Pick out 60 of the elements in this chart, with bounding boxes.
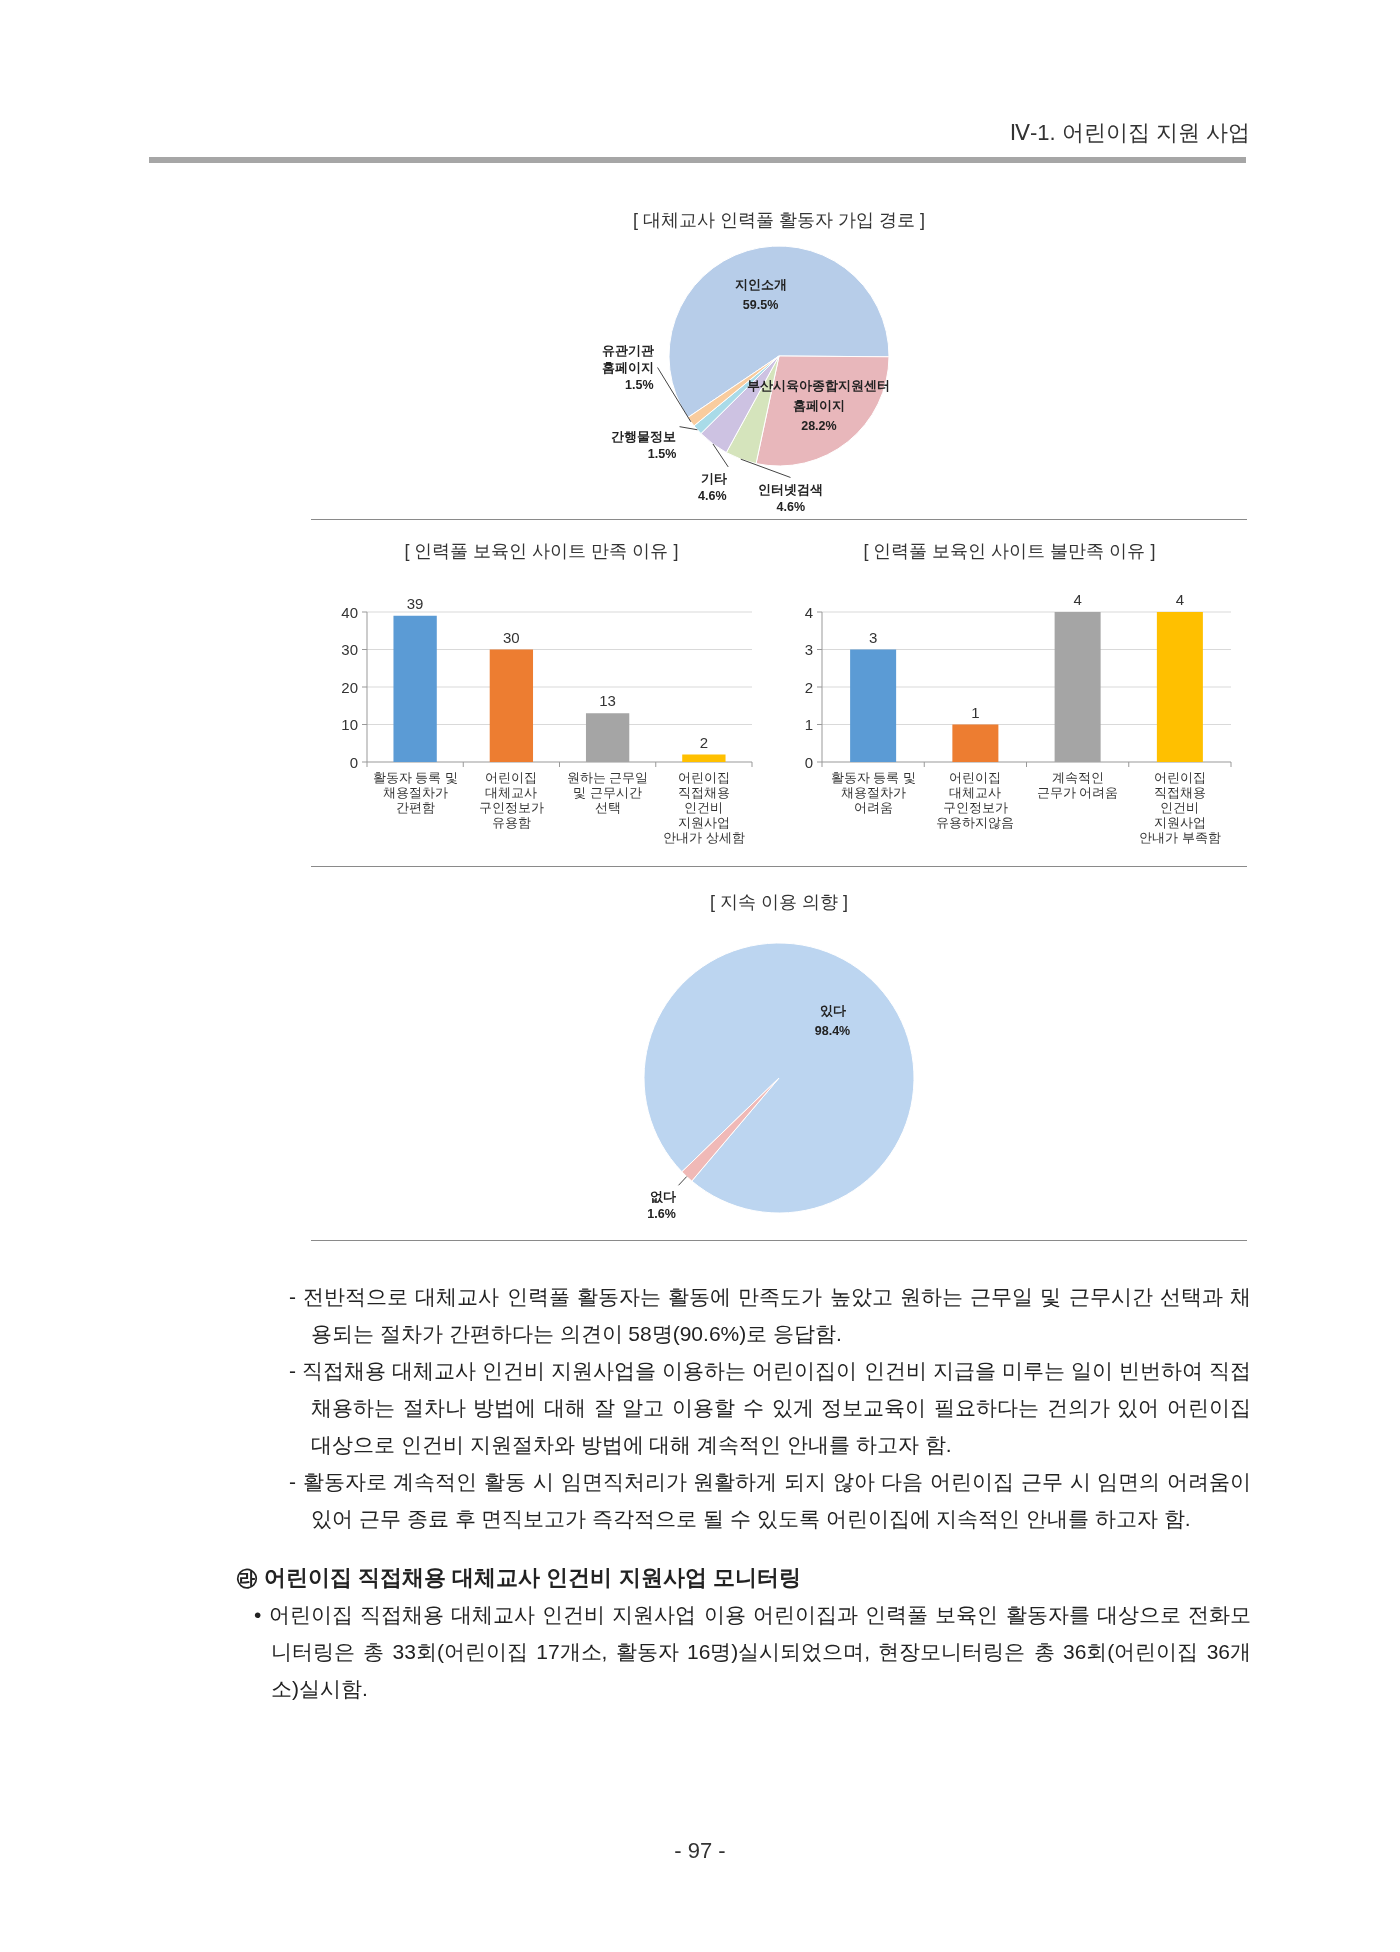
data-label: 98.4% — [814, 1023, 851, 1038]
text: - 활동자로 계속적인 활동 시 임면직처리가 원활하게 되지 않아 다음 어린이집 근무 시 임면의 어려움이 있어 근무 종료 후 면직보고가 즉각적으로 될 수 있도록 어린이집에 지속적인 안내를 하고자 함. — [288, 1469, 1251, 1532]
slice-label: 부산시육아종합지원센터 홈페이지 — [747, 378, 891, 413]
x-tick-label: 어린이집 직접채용 인건비 지원사업 안내가 부족함 — [1139, 771, 1221, 845]
slice-label: 인터넷검색 — [758, 482, 824, 497]
x-tick-label: 활동자 등록 및 채용절차가 간편함 — [372, 771, 458, 815]
data-label: 2 — [699, 733, 709, 751]
data-label: 39 — [406, 594, 424, 612]
data-label: 4.6% — [776, 499, 806, 514]
data-label: 3 — [868, 628, 878, 646]
bar — [850, 649, 897, 762]
text: Ⅳ-1. 어린이집 지원 사업 — [1008, 119, 1250, 147]
data-label: 4.6% — [698, 489, 727, 504]
slice-label: 기타 — [700, 472, 727, 487]
data-label: 28.2% — [801, 418, 837, 433]
y-tick-label: 1 — [804, 716, 813, 733]
chart-title: [ 대체교사 인력풀 활동자 가입 경로 ] — [632, 210, 926, 230]
x-tick-label: 원하는 근무일 및 근무시간 선택 — [566, 771, 649, 815]
text: ㉱ 어린이집 직접채용 대체교사 인건비 지원사업 모니터링 — [236, 1564, 802, 1592]
data-label: 30 — [503, 628, 520, 646]
x-tick-label: 어린이집 대체교사 구인정보가 유용하지않음 — [936, 771, 1015, 830]
y-tick-label: 4 — [804, 603, 813, 621]
bar — [682, 754, 726, 762]
y-tick-label: 30 — [341, 641, 358, 658]
text: - 직접채용 대체교사 인건비 지원사업을 이용하는 어린이집이 인건비 지급을 미루는 일이 빈번하여 직접채용하는 절차나 방법에 대해 잘 알고 이용할 수 있게 정보교육이 필요하다는 건의가 있어 어린이집 대상으로 인건비 지원절차와 방법에 대해 계속적인 안내를 하고자 함. — [288, 1358, 1251, 1458]
bar — [952, 724, 999, 762]
y-tick-label: 0 — [804, 753, 813, 771]
y-tick-label: 2 — [804, 678, 813, 696]
slice-label: 유관기관 홈페이지 — [601, 344, 654, 376]
data-label: 1.5% — [647, 447, 677, 462]
slice-label: 간행물정보 — [611, 430, 677, 445]
chart-title: [ 인력풀 보육인 사이트 불만족 이유 ] — [863, 541, 1156, 561]
text: • 어린이집 직접채용 대체교사 인건비 지원사업 이용 어린이집과 인력풀 보육인 활동자를 대상으로 전화모니터링은 총 33회(어린이집 17개소, 활동자 16명)실시되었으며, 현장모니터링은 총 36회(어린이집 36개소)실시함. — [253, 1602, 1251, 1702]
y-tick-label: 10 — [341, 716, 358, 733]
text: - 전반적으로 대체교사 인력풀 활동자는 활동에 만족도가 높았고 원하는 근무일 및 근무시간 선택과 채용되는 절차가 간편하다는 의견이 58명(90.6%)로 응답함. — [288, 1284, 1251, 1347]
chart-title: [ 지속 이용 의향 ] — [709, 892, 849, 912]
pie-slice — [681, 1077, 780, 1182]
data-label: 1.6% — [647, 1206, 676, 1221]
slice-label: 있다 — [819, 1003, 846, 1018]
text: - 97 - — [673, 1838, 727, 1864]
data-label: 1.5% — [625, 378, 654, 393]
data-label: 1 — [971, 703, 980, 721]
slice-label: 없다 — [649, 1189, 676, 1204]
x-tick-label: 계속적인 근무가 어려움 — [1036, 771, 1119, 800]
y-tick-label: 40 — [341, 603, 358, 621]
bar — [1156, 612, 1203, 762]
x-tick-label: 어린이집 대체교사 구인정보가 유용함 — [478, 771, 544, 830]
data-label: 59.5% — [742, 297, 779, 312]
bar — [489, 649, 534, 762]
y-tick-label: 0 — [349, 753, 358, 771]
data-label: 13 — [599, 692, 616, 710]
data-label: 4 — [1073, 591, 1082, 608]
x-tick-label: 활동자 등록 및 채용절차가 어려움 — [830, 771, 916, 815]
data-label: 4 — [1175, 591, 1185, 608]
x-tick-label: 어린이집 직접채용 인건비 지원사업 안내가 상세함 — [663, 771, 745, 845]
chart-title: [ 인력풀 보육인 사이트 만족 이유 ] — [404, 541, 679, 561]
slice-label: 지인소개 — [734, 277, 787, 292]
y-tick-label: 20 — [341, 678, 358, 696]
y-tick-label: 3 — [804, 641, 813, 658]
bar — [393, 615, 437, 762]
